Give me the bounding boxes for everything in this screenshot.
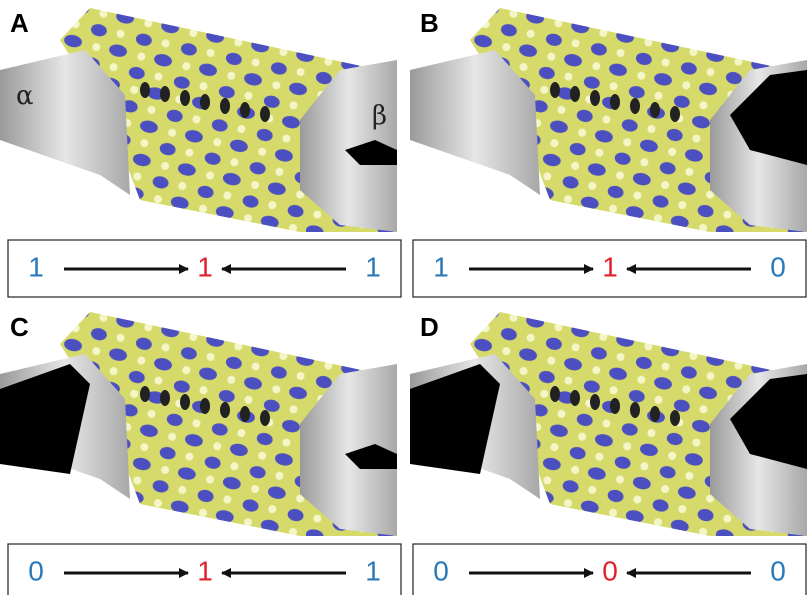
alpha-label: α bbox=[16, 81, 34, 111]
panel: Aα β 1 1 1 bbox=[0, 8, 402, 298]
render bbox=[0, 8, 397, 232]
ridge-bump bbox=[180, 394, 190, 410]
panel-label: A bbox=[10, 8, 29, 38]
render bbox=[410, 8, 807, 232]
ridge-bump bbox=[630, 98, 640, 114]
right-state: 0 bbox=[770, 555, 786, 586]
ridge-bump bbox=[260, 410, 270, 426]
ridge-bump bbox=[140, 82, 150, 98]
left-state: 1 bbox=[433, 251, 449, 282]
right-state: 1 bbox=[365, 251, 381, 282]
panel: D 0 0 0 bbox=[410, 312, 807, 595]
ridge-bump bbox=[160, 390, 170, 406]
ridge-bump bbox=[240, 102, 250, 118]
ridge-bump bbox=[670, 106, 680, 122]
right-opening bbox=[730, 70, 807, 165]
ridge-bump bbox=[240, 406, 250, 422]
render bbox=[0, 312, 397, 536]
ridge-bump bbox=[200, 94, 210, 110]
ridge-bump bbox=[260, 106, 270, 122]
ridge-bump bbox=[610, 398, 620, 414]
ridge-bump bbox=[570, 390, 580, 406]
left-block bbox=[0, 50, 130, 195]
center-state: 0 bbox=[602, 555, 618, 586]
ridge-bump bbox=[220, 98, 230, 114]
left-opening bbox=[410, 364, 500, 474]
ridge-bump bbox=[650, 102, 660, 118]
panel-label: C bbox=[10, 312, 29, 342]
ridge-bump bbox=[200, 398, 210, 414]
ridge-bump bbox=[610, 94, 620, 110]
right-shadow bbox=[345, 444, 397, 469]
right-state: 0 bbox=[770, 251, 786, 282]
left-state: 0 bbox=[433, 555, 449, 586]
right-opening bbox=[730, 374, 807, 469]
render bbox=[410, 312, 807, 536]
ridge-bump bbox=[550, 386, 560, 402]
right-state: 1 bbox=[365, 555, 381, 586]
panel-label: D bbox=[420, 312, 439, 342]
panel-label: B bbox=[420, 8, 439, 38]
center-state: 1 bbox=[197, 555, 213, 586]
beta-label: β bbox=[372, 101, 387, 131]
right-block bbox=[300, 364, 397, 536]
ridge-bump bbox=[160, 86, 170, 102]
left-state: 1 bbox=[28, 251, 44, 282]
left-opening bbox=[0, 364, 90, 474]
left-block bbox=[410, 50, 540, 195]
ridge-bump bbox=[140, 386, 150, 402]
ridge-bump bbox=[630, 402, 640, 418]
state-box bbox=[412, 543, 807, 595]
ridge-bump bbox=[220, 402, 230, 418]
ridge-bump bbox=[590, 394, 600, 410]
state-box bbox=[7, 543, 402, 595]
panel: B 1 1 0 bbox=[410, 8, 807, 298]
ridge-bump bbox=[590, 90, 600, 106]
panel: C 0 1 1 bbox=[0, 312, 402, 595]
right-shadow bbox=[345, 140, 397, 165]
ridge-bump bbox=[180, 90, 190, 106]
ridge-bump bbox=[670, 410, 680, 426]
ridge-bump bbox=[550, 82, 560, 98]
ridge-bump bbox=[650, 406, 660, 422]
center-state: 1 bbox=[602, 251, 618, 282]
right-block bbox=[300, 60, 397, 232]
center-state: 1 bbox=[197, 251, 213, 282]
ridge-bump bbox=[570, 86, 580, 102]
left-state: 0 bbox=[28, 555, 44, 586]
